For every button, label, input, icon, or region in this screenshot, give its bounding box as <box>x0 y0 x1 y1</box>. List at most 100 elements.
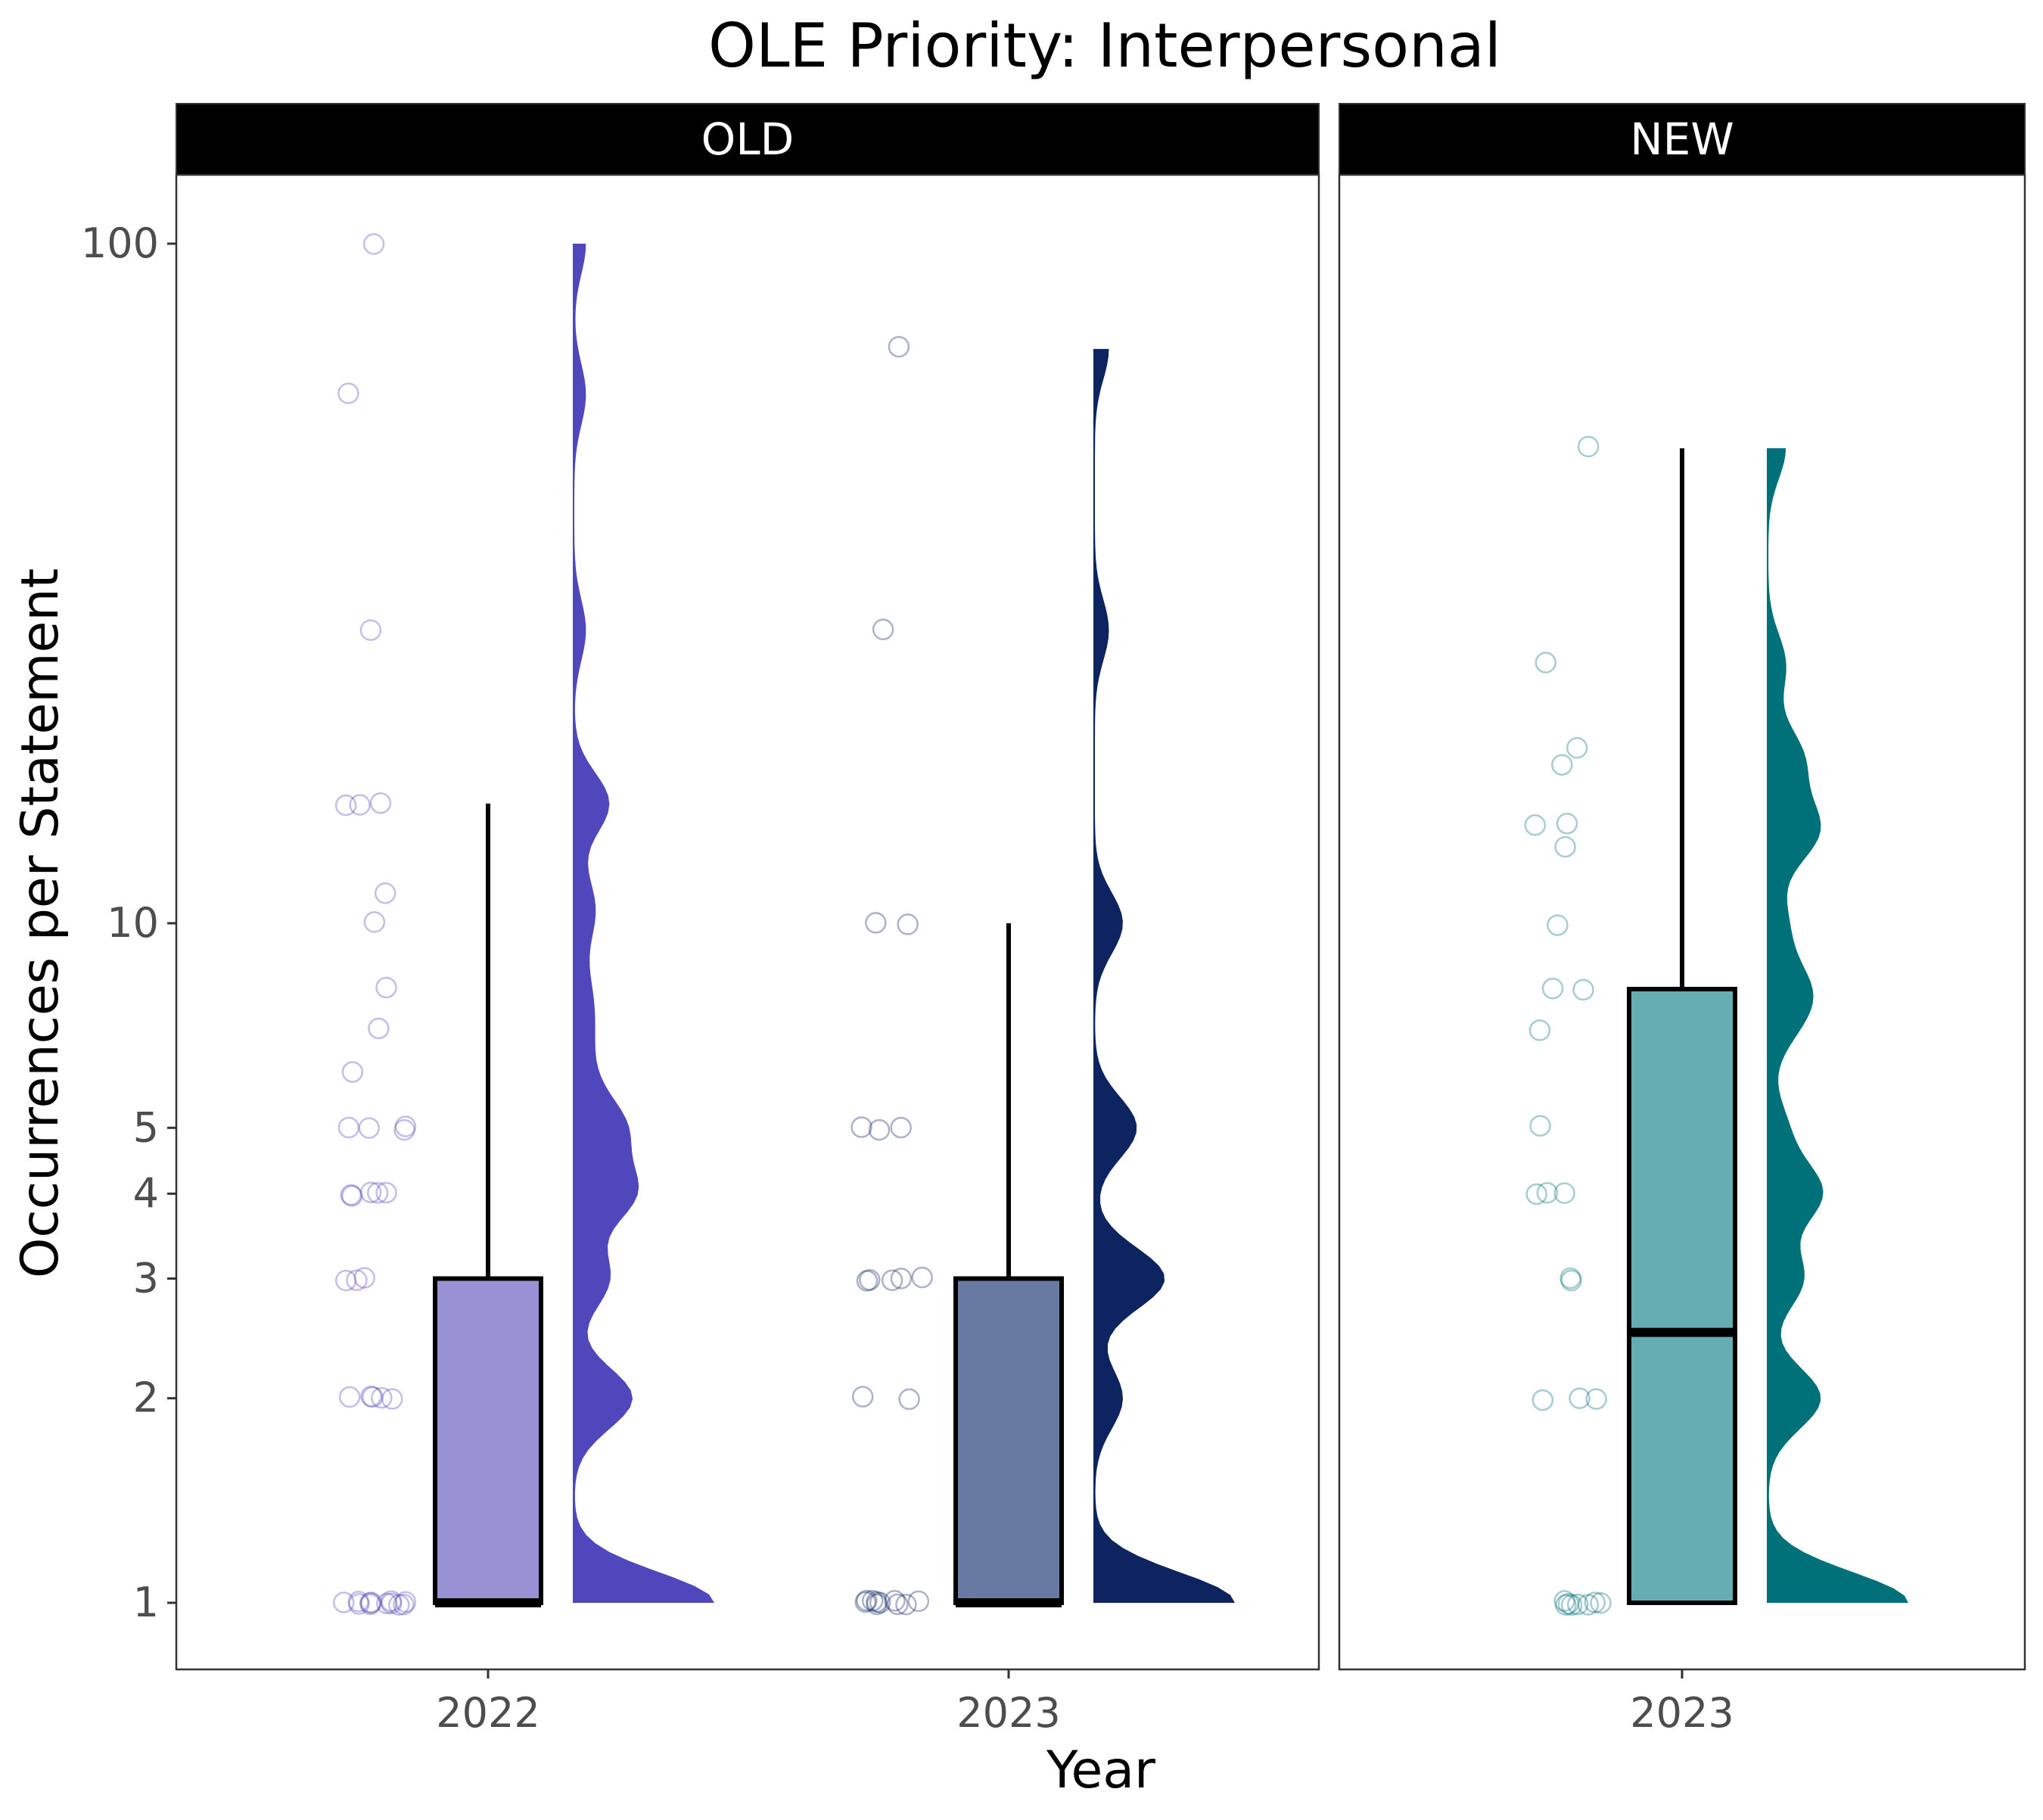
data-point-old-2022-14 <box>358 1117 380 1139</box>
box-old-2023 <box>953 1276 1064 1606</box>
y-tick-label-10: 10 <box>107 899 159 947</box>
strip-old-label: OLD <box>701 114 794 165</box>
y-axis: 1 2 3 4 5 10 100 <box>81 219 176 1626</box>
data-point-new-2023-1 <box>1535 652 1557 674</box>
box-old-2022 <box>433 1276 543 1606</box>
data-point-old-2022-22 <box>346 1269 368 1292</box>
data-point-new-2023-20 <box>1555 1594 1577 1616</box>
data-point-old-2023-1 <box>872 618 894 641</box>
data-point-new-2023-24 <box>1560 1594 1583 1616</box>
data-point-old-2022-3 <box>334 794 357 817</box>
data-point-old-2022-11 <box>393 1118 415 1141</box>
data-point-old-2023-6 <box>890 1116 912 1139</box>
data-point-old-2022-26 <box>338 1386 361 1408</box>
violin-old-2022 <box>573 244 714 1603</box>
data-point-old-2022-23 <box>362 1386 384 1408</box>
data-point-new-2023-10 <box>1528 1019 1551 1041</box>
data-point-old-2022-31 <box>359 1591 381 1614</box>
data-point-old-2022-34 <box>347 1591 370 1613</box>
data-point-old-2022-19 <box>340 1184 362 1206</box>
panel-old <box>175 173 1320 1671</box>
data-point-old-2022-25 <box>381 1388 403 1410</box>
data-point-old-2022-6 <box>374 882 396 904</box>
data-point-old-2022-18 <box>366 1182 389 1204</box>
strip-old <box>176 103 1320 176</box>
x-tick-label-2022: 2022 <box>436 1689 540 1737</box>
data-point-old-2022-16 <box>341 1185 363 1207</box>
data-point-old-2022-39 <box>381 1592 403 1615</box>
data-point-old-2022-33 <box>360 1591 382 1613</box>
data-point-old-2022-24 <box>371 1386 393 1409</box>
data-point-new-2023-12 <box>1536 1181 1559 1204</box>
data-point-old-2022-10 <box>341 1061 364 1083</box>
data-point-old-2023-20 <box>884 1590 906 1612</box>
strip-new <box>1339 103 2026 176</box>
data-point-old-2022-35 <box>380 1590 403 1613</box>
data-point-old-2022-13 <box>394 1115 417 1137</box>
data-point-new-2023-27 <box>1590 1592 1612 1614</box>
x-tick-label-new-2023: 2023 <box>1630 1689 1734 1737</box>
data-point-new-2023-25 <box>1566 1593 1589 1616</box>
data-point-new-2023-18 <box>1569 1387 1591 1409</box>
data-point-old-2022-38 <box>393 1593 415 1616</box>
data-point-old-2023-7 <box>856 1270 878 1292</box>
x-axis-title: Year <box>1046 1741 1155 1800</box>
data-point-old-2022-29 <box>376 1592 398 1615</box>
data-point-old-2022-27 <box>360 1385 382 1408</box>
data-point-new-2023-22 <box>1557 1592 1580 1615</box>
data-point-new-2023-4 <box>1556 813 1578 835</box>
data-point-old-2022-28 <box>333 1591 355 1613</box>
data-point-old-2023-22 <box>854 1591 877 1613</box>
data-point-old-2022-12 <box>337 1116 360 1139</box>
data-point-old-2022-1 <box>337 382 359 404</box>
data-point-new-2023-11 <box>1529 1115 1551 1137</box>
violin-new-2023 <box>1767 448 1908 1603</box>
data-point-old-2023-16 <box>861 1589 884 1612</box>
violin-old-2023 <box>1093 349 1235 1604</box>
data-point-old-2023-4 <box>868 1118 891 1141</box>
data-point-old-2023-9 <box>890 1268 913 1290</box>
data-point-new-2023-23 <box>1577 1594 1600 1616</box>
data-point-new-2023-6 <box>1554 835 1576 858</box>
data-point-old-2022-17 <box>359 1181 382 1203</box>
data-point-old-2023-8 <box>881 1269 903 1292</box>
data-point-old-2022-2 <box>359 619 382 641</box>
data-point-old-2023-5 <box>850 1116 872 1138</box>
data-point-old-2023-17 <box>856 1589 878 1612</box>
data-point-old-2022-15 <box>375 1181 397 1204</box>
data-point-old-2022-20 <box>353 1267 375 1289</box>
y-tick-label-1: 1 <box>133 1579 159 1626</box>
data-point-old-2023-21 <box>869 1591 891 1614</box>
panel-old-marks <box>333 233 1235 1616</box>
x-tick-label-old-2023: 2023 <box>956 1689 1060 1737</box>
data-point-old-2023-10 <box>859 1269 881 1291</box>
data-point-new-2023-8 <box>1572 978 1594 1001</box>
data-point-new-2023-15 <box>1560 1269 1582 1292</box>
y-tick-label-100: 100 <box>81 219 159 267</box>
x-axis: 2022 2023 2023 <box>436 1669 1734 1737</box>
data-point-old-2023-14 <box>895 1593 917 1616</box>
data-point-old-2023-19 <box>907 1590 930 1613</box>
y-axis-title: Occurrences per Statement <box>11 568 70 1278</box>
box-new-2023 <box>1627 987 1737 1605</box>
panel-new-marks <box>1524 435 1908 1616</box>
data-point-new-2023-17 <box>1531 1389 1554 1411</box>
data-point-old-2023-3 <box>897 913 919 935</box>
data-point-new-2023-9 <box>1541 977 1564 1000</box>
data-point-new-2023-13 <box>1525 1183 1547 1206</box>
data-point-old-2023-23 <box>866 1591 888 1613</box>
data-point-old-2023-2 <box>865 912 887 934</box>
data-point-old-2022-21 <box>334 1269 357 1292</box>
y-tick-label-4: 4 <box>133 1169 159 1217</box>
data-point-old-2022-4 <box>369 792 392 814</box>
y-tick-label-2: 2 <box>133 1374 159 1422</box>
data-point-new-2023-3 <box>1551 754 1573 776</box>
data-point-old-2023-12 <box>851 1386 874 1408</box>
data-point-new-2023-2 <box>1566 737 1588 759</box>
data-point-old-2022-5 <box>349 794 371 816</box>
data-point-old-2022-7 <box>363 911 386 933</box>
data-point-old-2023-0 <box>888 335 910 358</box>
data-point-old-2023-13 <box>898 1388 920 1411</box>
y-tick-label-3: 3 <box>133 1255 159 1302</box>
